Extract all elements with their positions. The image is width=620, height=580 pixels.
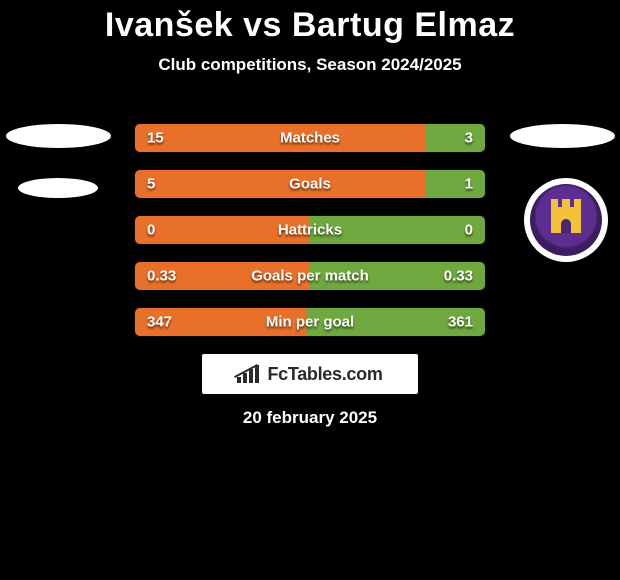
stat-row: 347Min per goal361 bbox=[135, 308, 485, 336]
castle-icon bbox=[551, 207, 581, 233]
stat-rows: 15Matches3 5Goals1 0Hattricks0 0.33Goals pe… bbox=[135, 124, 485, 354]
stat-right-value: 0.33 bbox=[444, 268, 473, 285]
bar-chart-icon bbox=[237, 365, 259, 383]
page-title: Ivanšek vs Bartug Elmaz bbox=[0, 0, 620, 45]
footer-date: 20 february 2025 bbox=[0, 408, 620, 428]
stat-right-value: 1 bbox=[465, 176, 473, 193]
comparison-card: Ivanšek vs Bartug Elmaz Club competition… bbox=[0, 0, 620, 580]
stat-right-value: 361 bbox=[448, 314, 473, 331]
player-right-portrait bbox=[512, 90, 612, 190]
stat-right-value: 3 bbox=[465, 130, 473, 147]
portrait-placeholder-shape bbox=[6, 124, 111, 148]
portrait-placeholder-shape bbox=[510, 124, 615, 148]
stat-right-value: 0 bbox=[465, 222, 473, 239]
brand-badge: FcTables.com bbox=[202, 354, 418, 394]
stat-row: 0.33Goals per match0.33 bbox=[135, 262, 485, 290]
stat-label: Hattricks bbox=[135, 222, 485, 239]
stat-label: Matches bbox=[135, 130, 485, 147]
stat-row: 15Matches3 bbox=[135, 124, 485, 152]
player-left-portrait bbox=[8, 90, 108, 190]
club-badge-right bbox=[524, 178, 608, 262]
page-subtitle: Club competitions, Season 2024/2025 bbox=[0, 55, 620, 75]
club-badge-inner bbox=[530, 184, 602, 256]
stat-label: Goals per match bbox=[135, 268, 485, 285]
stat-label: Goals bbox=[135, 176, 485, 193]
stat-row: 0Hattricks0 bbox=[135, 216, 485, 244]
brand-text: FcTables.com bbox=[267, 364, 382, 385]
portrait-placeholder-shape bbox=[18, 178, 98, 198]
stat-label: Min per goal bbox=[135, 314, 485, 331]
stat-row: 5Goals1 bbox=[135, 170, 485, 198]
